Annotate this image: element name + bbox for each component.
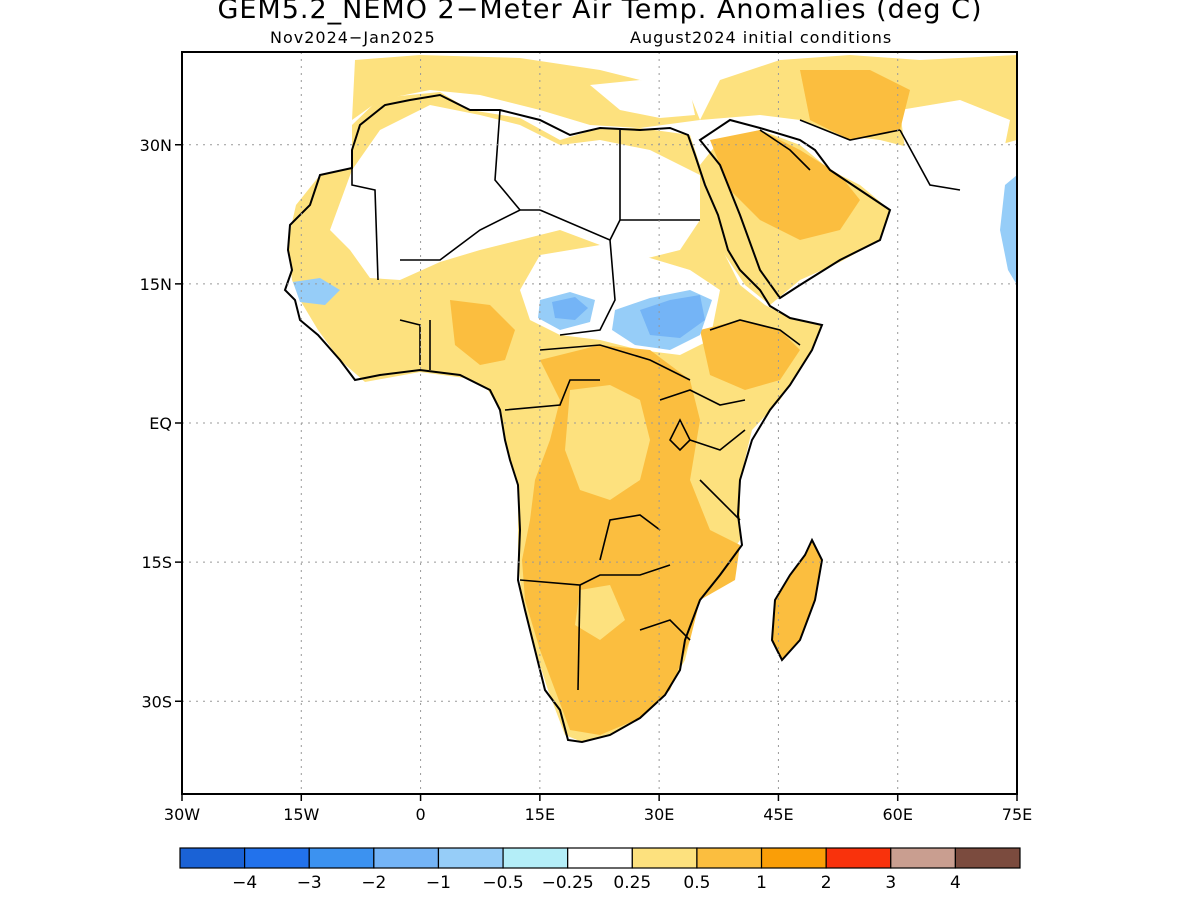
initial-conditions: August2024 initial conditions — [630, 28, 893, 47]
lat-tick-label: EQ — [149, 414, 172, 433]
grid-lines — [182, 52, 1017, 794]
forecast-period: Nov2024−Jan2025 — [270, 28, 436, 47]
map-plot-area — [283, 55, 1017, 744]
tick-marks — [175, 144, 1018, 801]
madagascar-orange-region — [772, 540, 822, 660]
lat-tick-label: 15S — [141, 553, 172, 572]
colorbar-swatch — [567, 847, 633, 869]
colorbar-swatch — [373, 847, 440, 869]
colorbar: −4 −3 −2 −1 −0.5 −0.25 0.25 0.5 1 2 3 4 — [179, 847, 1021, 893]
africa-coastline — [283, 93, 824, 744]
colorbar-swatch — [244, 847, 310, 869]
sudan-cool-anomaly-core — [640, 295, 705, 338]
colorbar-label: 4 — [950, 873, 961, 893]
lon-tick-label: 30E — [644, 805, 674, 824]
lat-tick-label: 30S — [141, 692, 172, 711]
lon-tick-label: 15W — [283, 805, 319, 824]
map-title: GEM5.2_NEMO 2−Meter Air Temp. Anomalies … — [217, 0, 983, 25]
arabia-orange-region — [710, 130, 860, 240]
mideast-orange-region — [800, 70, 910, 140]
lat-tick-label: 15N — [140, 275, 172, 294]
colorbar-swatch — [179, 847, 246, 869]
east-mediterranean-neutral — [590, 80, 695, 118]
colorbar-label: −3 — [297, 873, 322, 893]
iran-neutral-region — [900, 100, 1010, 190]
colorbar-label: 1 — [756, 873, 767, 893]
madagascar-coastline — [770, 537, 824, 662]
ethiopia-orange-region — [700, 320, 800, 390]
west-africa-orange-region — [450, 300, 515, 365]
lon-tick-label: 45E — [763, 805, 793, 824]
colorbar-swatch — [308, 847, 375, 869]
lon-tick-label: 75E — [1002, 805, 1032, 824]
north-africa-coast-anomaly — [352, 55, 700, 128]
arabia-coastline — [698, 118, 892, 300]
country-borders — [351, 109, 961, 691]
colorbar-label: 0.5 — [683, 873, 710, 893]
colorbar-label: −0.5 — [482, 873, 523, 893]
colorbar-swatch — [631, 847, 698, 869]
lon-tick-label: 30W — [164, 805, 200, 824]
lon-tick-label: 0 — [415, 805, 425, 824]
colorbar-swatch — [890, 847, 956, 869]
colorbar-label: −2 — [361, 873, 386, 893]
lat-tick-label: 30N — [140, 136, 172, 155]
colorbar-label: −0.25 — [542, 873, 594, 893]
colorbar-label: −4 — [232, 873, 257, 893]
colorbar-swatch — [954, 847, 1021, 869]
colorbar-swatch — [825, 847, 892, 869]
senegal-cool-anomaly — [293, 278, 340, 305]
colorbar-label: −1 — [426, 873, 451, 893]
lon-tick-label: 60E — [882, 805, 912, 824]
southern-africa-yellow-patch-2 — [575, 585, 625, 640]
colorbar-label: 2 — [821, 873, 832, 893]
colorbar-swatch — [502, 847, 569, 869]
colorbar-swatch — [760, 847, 827, 869]
sahara-neutral-region — [330, 105, 700, 280]
colorbar-label: 3 — [885, 873, 896, 893]
axis-tick-labels: 30N 15N EQ 15S 30S 30W 15W 0 15E 30E 45E 60E 75E — [140, 136, 1033, 824]
southern-africa-yellow-patch — [565, 385, 650, 500]
lon-tick-label: 15E — [525, 805, 555, 824]
colorbar-swatch — [437, 847, 504, 869]
colorbar-swatch — [696, 847, 763, 869]
india-coast-cool-anomaly — [1000, 175, 1017, 285]
chad-cool-anomaly-core — [552, 297, 588, 320]
colorbar-label: 0.25 — [613, 873, 651, 893]
